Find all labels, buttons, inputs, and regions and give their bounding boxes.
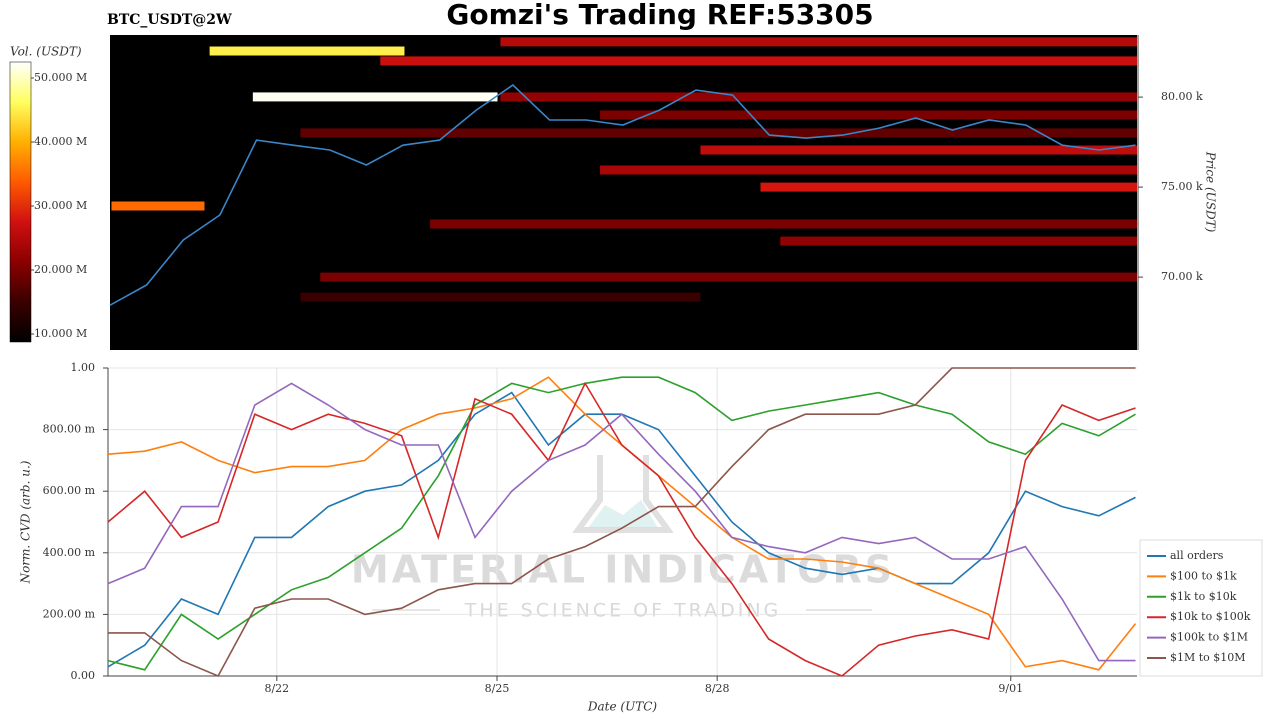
volume-cell	[111, 201, 205, 211]
legend-label: all orders	[1170, 549, 1224, 562]
x-tick-label: 8/28	[705, 682, 730, 695]
volume-cell	[600, 165, 1137, 175]
watermark-subtitle: THE SCIENCE OF TRADING	[464, 600, 782, 622]
legend-label: $100 to $1k	[1170, 569, 1237, 582]
series-line	[108, 367, 1136, 678]
volume-cell	[320, 272, 1138, 282]
watermark-icon	[572, 455, 674, 533]
y-tick-label: 70.00 k	[1161, 270, 1203, 283]
watermark-icon-fill	[588, 500, 658, 528]
y-tick-label: 400.00 m	[43, 546, 96, 559]
legend-label: $1M to $10M	[1170, 651, 1246, 664]
y-axis-label: Price (USDT)	[1204, 151, 1218, 233]
volume-cell	[760, 182, 1137, 192]
legend-label: $10k to $100k	[1170, 610, 1251, 623]
watermark: MATERIAL INDICATORS THE SCIENCE OF TRADI…	[351, 455, 895, 622]
colorbar-tick-label: 40.000 M	[34, 135, 87, 148]
volume-cell	[252, 92, 498, 102]
y-tick-label: 80.00 k	[1161, 90, 1203, 103]
colorbar-tick-label: 10.000 M	[34, 327, 87, 340]
volume-cell	[209, 46, 405, 56]
volume-cell	[430, 219, 1137, 229]
colorbar	[9, 61, 32, 343]
colorbar-tick-label: 30.000 M	[34, 199, 87, 212]
x-tick-label: 9/01	[998, 682, 1023, 695]
colorbar-tick-label: 50.000 M	[34, 71, 87, 84]
panel-title: BTC_USDT@2W	[107, 12, 232, 28]
x-tick-label: 8/22	[264, 682, 289, 695]
volume-cell	[500, 37, 1137, 47]
x-tick-label: 8/25	[485, 682, 510, 695]
volume-cell	[300, 292, 701, 302]
series-line	[107, 381, 1136, 677]
legend-label: $1k to $10k	[1170, 590, 1237, 603]
y-axis-label: Norm. CVD (arb. u.)	[19, 460, 33, 584]
legend-label: $100k to $1M	[1170, 631, 1248, 644]
volume-cell	[700, 145, 1137, 155]
heatmap-bg	[110, 35, 1137, 350]
y-tick-label: 200.00 m	[43, 607, 96, 620]
colorbar-label: Vol. (USDT)	[10, 45, 82, 59]
y-tick-label: 800.00 m	[43, 423, 96, 436]
y-tick-label: 75.00 k	[1161, 180, 1203, 193]
x-axis-label: Date (UTC)	[587, 700, 657, 714]
volume-cell	[600, 110, 1137, 120]
volume-cell	[380, 56, 1137, 66]
price-line	[109, 83, 1136, 306]
legend: all orders $100 to $1k $1k to $10k $10k to …	[1139, 539, 1263, 677]
y-tick-label: 1.00	[71, 361, 96, 374]
y-tick-label: 600.00 m	[43, 484, 96, 497]
colorbar-tick-label: 20.000 M	[34, 263, 87, 276]
series-line	[107, 382, 1136, 662]
legend-box	[1139, 539, 1263, 677]
volume-cell	[780, 236, 1137, 246]
page-title: Gomzi's Trading REF:53305	[446, 0, 873, 31]
series-line	[107, 376, 1136, 671]
volume-cell	[500, 92, 1137, 102]
watermark-title: MATERIAL INDICATORS	[351, 548, 895, 592]
volume-cell	[300, 128, 1137, 138]
y-tick-label: 0.00	[71, 669, 96, 682]
